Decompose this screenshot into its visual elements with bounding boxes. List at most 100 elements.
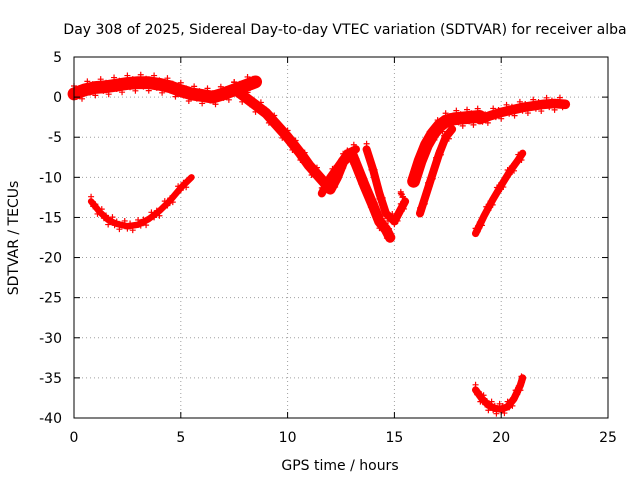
- y-tick-label: -25: [39, 291, 62, 307]
- series-evening-rise-1: [407, 105, 487, 188]
- data-point: [92, 84, 99, 91]
- data-point: [442, 118, 449, 125]
- y-tick-label: -40: [39, 411, 62, 427]
- series-dip-lobe: [317, 141, 361, 198]
- data-point: [167, 83, 174, 90]
- data-point: [124, 223, 131, 230]
- series-evening-rise-2: [415, 125, 457, 218]
- data-point: [506, 168, 513, 175]
- x-tick-label: 5: [176, 430, 185, 446]
- data-point: [519, 150, 526, 157]
- data-point: [177, 184, 184, 191]
- data-point: [252, 102, 259, 109]
- data-point: [397, 190, 404, 197]
- data-point: [145, 79, 152, 86]
- data-point: [156, 81, 163, 88]
- data-point: [363, 146, 370, 153]
- y-tick-label: 0: [53, 90, 62, 106]
- y-tick-label: -35: [39, 371, 62, 387]
- data-point: [327, 174, 334, 181]
- data-point: [410, 178, 417, 185]
- data-point: [391, 218, 398, 225]
- data-point: [436, 122, 443, 129]
- series-bottom-arc: [471, 373, 527, 417]
- x-tick-label: 25: [599, 430, 617, 446]
- series-layer: [67, 71, 571, 417]
- data-point: [156, 208, 163, 215]
- data-point: [241, 82, 248, 89]
- series-rise-to-minus-5: [362, 140, 410, 228]
- data-point: [263, 110, 270, 117]
- data-point: [511, 395, 518, 402]
- data-point: [220, 90, 227, 97]
- data-point: [519, 374, 526, 381]
- data-point: [402, 198, 409, 205]
- chart-title: Day 308 of 2025, Sidereal Day-to-day VTE…: [63, 22, 626, 38]
- data-point: [485, 402, 492, 409]
- data-point: [135, 221, 142, 228]
- plot-frame: [73, 56, 609, 419]
- data-point: [291, 142, 298, 149]
- data-point: [459, 114, 466, 121]
- data-point: [376, 218, 383, 225]
- data-point: [423, 142, 430, 149]
- data-point: [81, 86, 88, 93]
- data-point: [498, 109, 505, 116]
- y-tick-label: -5: [48, 130, 62, 146]
- y-tick-label: 5: [53, 50, 62, 66]
- data-point: [188, 90, 195, 97]
- data-point: [489, 196, 496, 203]
- data-point: [145, 216, 152, 223]
- x-tick-label: 20: [492, 430, 510, 446]
- data-point: [551, 100, 558, 107]
- data-point: [103, 83, 110, 90]
- data-point: [382, 226, 389, 233]
- series-isolated-points: [397, 188, 406, 201]
- series-late-rise: [471, 149, 527, 238]
- data-point: [397, 206, 404, 213]
- data-point: [530, 102, 537, 109]
- data-point: [487, 112, 494, 119]
- data-point: [105, 216, 112, 223]
- data-point: [96, 208, 103, 215]
- y-axis-label: SDTVAR / TECUs: [6, 181, 22, 296]
- data-point: [478, 395, 485, 402]
- data-point: [370, 166, 377, 173]
- data-point: [562, 101, 569, 108]
- data-point: [355, 166, 362, 173]
- data-point: [387, 234, 394, 241]
- data-point: [88, 198, 95, 205]
- data-point: [305, 162, 312, 169]
- ticks: 0 5 10 15 20 25 5 0 -5 -10 -15 -20 -25 -30 -35 -40: [39, 50, 617, 446]
- data-point: [449, 126, 456, 133]
- data-point: [284, 134, 291, 141]
- data-point: [540, 101, 547, 108]
- data-point: [451, 115, 458, 122]
- data-point: [519, 104, 526, 111]
- data-point: [344, 150, 351, 157]
- data-point: [273, 122, 280, 129]
- data-point: [177, 87, 184, 94]
- series-late-band: [474, 94, 571, 126]
- data-point: [113, 82, 120, 89]
- data-point: [370, 202, 377, 209]
- x-tick-label: 0: [70, 430, 79, 446]
- data-point: [297, 150, 304, 157]
- data-point: [167, 197, 174, 204]
- data-point: [429, 131, 436, 138]
- data-point: [508, 106, 515, 113]
- data-point: [498, 406, 505, 413]
- data-point: [468, 114, 475, 121]
- data-point: [417, 210, 424, 217]
- x-axis-label: GPS time / hours: [281, 458, 398, 474]
- y-tick-label: -30: [39, 331, 62, 347]
- data-point: [399, 193, 406, 200]
- data-point: [124, 80, 131, 87]
- data-point: [135, 79, 142, 86]
- data-point: [472, 230, 479, 237]
- data-point: [429, 170, 436, 177]
- data-point: [209, 94, 216, 101]
- data-point: [335, 162, 342, 169]
- data-point: [491, 405, 498, 412]
